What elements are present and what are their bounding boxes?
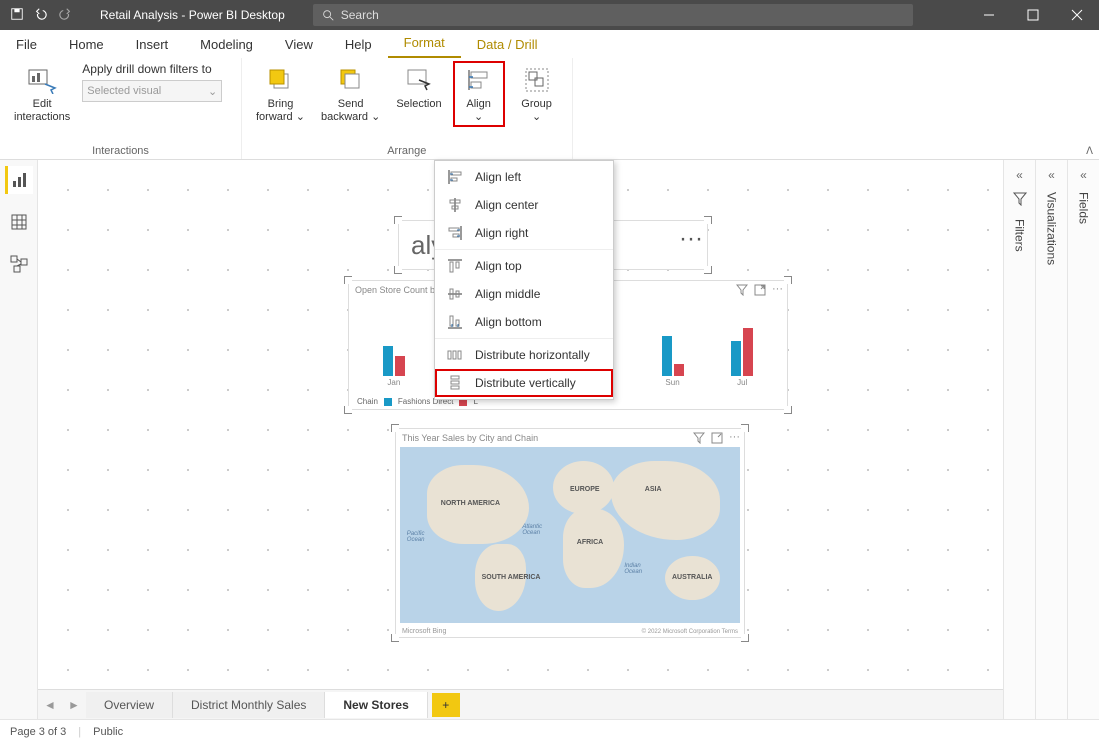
map-title: This Year Sales by City and Chain <box>396 429 744 447</box>
tab-file[interactable]: File <box>0 31 53 58</box>
group-button[interactable]: Group⌄ <box>512 62 562 126</box>
align-dropdown-menu: Align left Align center Align right Alig… <box>434 160 614 400</box>
page-next-icon[interactable]: ► <box>62 698 86 712</box>
edit-interactions-button[interactable]: Edit interactions <box>10 62 74 126</box>
close-button[interactable] <box>1055 0 1099 30</box>
page-prev-icon[interactable]: ◄ <box>38 698 62 712</box>
bring-forward-button[interactable]: Bring forward ⌄ <box>252 62 309 126</box>
group-label-arrange: Arrange <box>252 145 562 159</box>
map-attribution-right: © 2022 Microsoft Corporation Terms <box>642 629 738 635</box>
visualizations-pane-collapsed[interactable]: « Visualizations <box>1035 160 1067 719</box>
report-view-icon[interactable] <box>5 166 33 194</box>
menu-align-right[interactable]: Align right <box>435 219 613 247</box>
map-visual[interactable]: This Year Sales by City and Chain ··· NO… <box>395 428 745 638</box>
visualizations-label: Visualizations <box>1045 192 1059 265</box>
visual-more-icon[interactable]: ··· <box>772 283 783 301</box>
tab-format[interactable]: Format <box>388 29 461 58</box>
chevron-down-icon: ⌄ <box>208 85 217 98</box>
tab-insert[interactable]: Insert <box>120 31 185 58</box>
filters-label: Filters <box>1013 219 1027 252</box>
visual-more-icon[interactable]: ··· <box>679 225 703 253</box>
tab-data-drill[interactable]: Data / Drill <box>461 31 554 58</box>
status-bar: Page 3 of 3 | Public <box>0 719 1099 743</box>
apply-drill-label: Apply drill down filters to <box>82 62 222 76</box>
tab-modeling[interactable]: Modeling <box>184 31 269 58</box>
model-view-icon[interactable] <box>5 250 33 278</box>
expand-filters-icon[interactable]: « <box>1016 168 1023 182</box>
search-box[interactable]: Search <box>313 4 913 26</box>
page-tab-newstores[interactable]: New Stores <box>325 692 427 718</box>
ribbon-tabs: File Home Insert Modeling View Help Form… <box>0 30 1099 58</box>
status-page: Page 3 of 3 <box>10 726 66 738</box>
page-tab-overview[interactable]: Overview <box>86 692 173 718</box>
save-icon[interactable] <box>10 7 24 24</box>
redo-icon[interactable] <box>58 7 72 24</box>
map-attribution-left: Microsoft Bing <box>402 628 446 635</box>
maximize-button[interactable] <box>1011 0 1055 30</box>
app-title: Retail Analysis - Power BI Desktop <box>82 8 285 22</box>
search-placeholder: Search <box>341 8 379 22</box>
filter-icon[interactable] <box>736 283 748 301</box>
map-image: NORTH AMERICA SOUTH AMERICA EUROPE AFRIC… <box>400 447 740 623</box>
menu-align-left[interactable]: Align left <box>435 163 613 191</box>
menu-align-bottom[interactable]: Align bottom <box>435 308 613 336</box>
expand-fields-icon[interactable]: « <box>1080 168 1087 182</box>
filters-pane-collapsed[interactable]: « Filters <box>1003 160 1035 719</box>
minimize-button[interactable] <box>967 0 1011 30</box>
send-backward-button[interactable]: Send backward ⌄ <box>317 62 384 126</box>
selection-pane-button[interactable]: Selection <box>392 62 445 113</box>
group-label-interactions: Interactions <box>10 145 231 159</box>
page-tab-district[interactable]: District Monthly Sales <box>173 692 325 718</box>
menu-distribute-horizontally[interactable]: Distribute horizontally <box>435 341 613 369</box>
tab-home[interactable]: Home <box>53 31 120 58</box>
title-bar: Retail Analysis - Power BI Desktop Searc… <box>0 0 1099 30</box>
menu-align-top[interactable]: Align top <box>435 252 613 280</box>
menu-align-center[interactable]: Align center <box>435 191 613 219</box>
left-view-rail <box>0 160 38 719</box>
page-tabs: ◄ ► Overview District Monthly Sales New … <box>38 689 1003 719</box>
align-button[interactable]: Align⌄ <box>454 62 504 126</box>
add-page-button[interactable]: + <box>432 693 460 717</box>
data-view-icon[interactable] <box>5 208 33 236</box>
filters-icon <box>1013 192 1027 211</box>
apply-drill-select[interactable]: Selected visual ⌄ <box>82 80 222 102</box>
right-panes: « Filters « Visualizations « Fields <box>1003 160 1099 719</box>
tab-view[interactable]: View <box>269 31 329 58</box>
focus-mode-icon[interactable] <box>754 283 766 301</box>
tab-help[interactable]: Help <box>329 31 388 58</box>
undo-icon[interactable] <box>34 7 48 24</box>
fields-pane-collapsed[interactable]: « Fields <box>1067 160 1099 719</box>
status-public: Public <box>93 726 123 738</box>
menu-align-middle[interactable]: Align middle <box>435 280 613 308</box>
menu-distribute-vertically[interactable]: Distribute vertically <box>435 369 613 397</box>
collapse-ribbon-icon[interactable]: ᐱ <box>1086 146 1093 157</box>
search-icon <box>321 8 335 22</box>
fields-label: Fields <box>1077 192 1091 224</box>
expand-viz-icon[interactable]: « <box>1048 168 1055 182</box>
ribbon: Edit interactions Apply drill down filte… <box>0 58 1099 160</box>
